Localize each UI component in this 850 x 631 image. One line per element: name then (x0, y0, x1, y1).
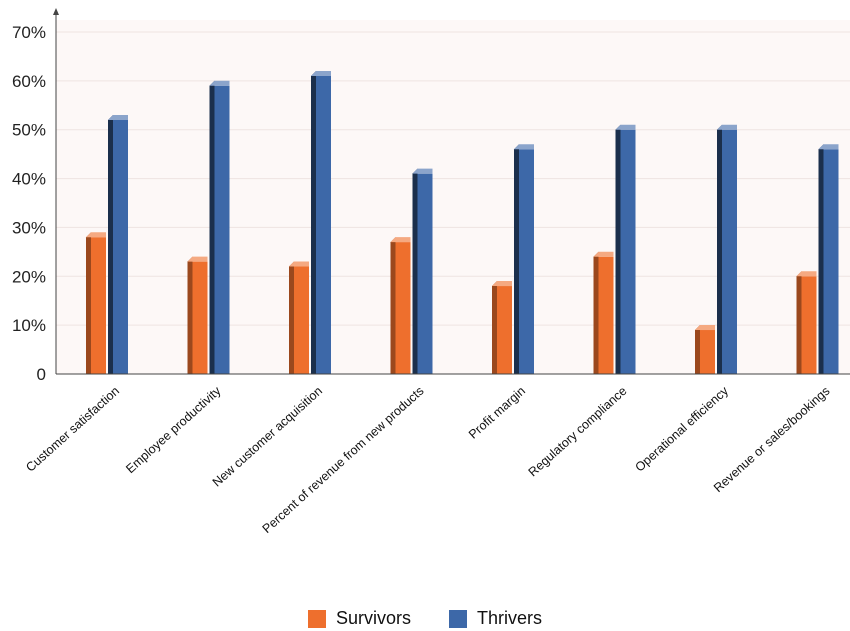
bar-chart: 0 10% 20% 30% 40% 50% 60% 70% Customer satisfac… (12, 8, 850, 536)
bar-survivors (187, 256, 208, 374)
bar-side (695, 325, 700, 374)
bar-side (593, 251, 599, 374)
x-tick-label: Employee productivity (123, 383, 224, 476)
bar-side (818, 144, 824, 374)
bar-thrivers (818, 144, 839, 374)
bar-top (289, 261, 309, 267)
x-tick-label: New customer acquisition (210, 384, 325, 490)
bar-side (717, 124, 722, 374)
bar-top (390, 237, 411, 243)
bar-front (700, 330, 715, 374)
y-tick-label: 30% (12, 218, 46, 237)
legend-swatch (307, 609, 326, 628)
bar-thrivers (514, 144, 534, 374)
bar-front (497, 286, 512, 374)
x-tick-label: Revenue or sales/bookings (711, 384, 832, 495)
bar-front (91, 237, 106, 374)
bar-front (113, 119, 128, 374)
bar-survivors (86, 232, 106, 374)
bar-top (796, 271, 817, 277)
bar-thrivers (108, 114, 128, 374)
bar-top (593, 251, 614, 257)
bar-side (514, 144, 519, 374)
bar-top (717, 124, 737, 130)
bar-side (289, 261, 294, 374)
bar-front (294, 266, 309, 374)
bar-front (316, 75, 331, 374)
bar-side (615, 124, 621, 374)
bar-side (412, 168, 418, 374)
y-tick-label: 20% (12, 267, 46, 286)
bar-front (598, 256, 614, 374)
y-tick-labels: 0 10% 20% 30% 40% 50% 60% 70% (12, 23, 46, 384)
legend: Survivors Thrivers (0, 608, 850, 629)
bar-side (311, 70, 316, 374)
bar-thrivers (209, 80, 230, 374)
bar-front (395, 242, 411, 374)
bar-side (108, 114, 113, 374)
bar-front (214, 85, 230, 374)
bar-top (412, 168, 433, 174)
bar-side (209, 80, 215, 374)
y-tick-label: 50% (12, 121, 46, 140)
bar-top (492, 281, 512, 287)
x-tick-labels: Customer satisfaction Employee productivi… (23, 383, 832, 536)
bar-top (615, 124, 636, 130)
y-tick-label: 40% (12, 170, 46, 189)
bar-top (311, 70, 331, 76)
bar-top (209, 80, 230, 86)
x-tick-label: Customer satisfaction (23, 384, 122, 475)
bar-top (86, 232, 106, 238)
y-tick-label: 10% (12, 316, 46, 335)
bar-thrivers (311, 70, 331, 374)
bar-survivors (390, 237, 411, 374)
y-tick-label: 0 (37, 365, 46, 384)
x-tick-label: Regulatory compliance (526, 384, 630, 480)
bar-top (695, 325, 715, 331)
bars (86, 70, 839, 374)
bar-thrivers (615, 124, 636, 374)
bar-survivors (289, 261, 309, 374)
bar-front (801, 276, 817, 374)
bar-front (192, 261, 208, 374)
bar-side (390, 237, 396, 374)
y-tick-label: 70% (12, 23, 46, 42)
x-tick-label: Operational efficiency (632, 383, 731, 474)
y-axis-arrow (53, 8, 59, 15)
legend-label: Survivors (335, 608, 411, 628)
bar-thrivers (412, 168, 433, 374)
bar-survivors (796, 271, 817, 374)
bar-side (796, 271, 802, 374)
bar-survivors (593, 251, 614, 374)
bar-side (492, 281, 497, 374)
bar-side (86, 232, 91, 374)
x-tick-label: Profit margin (466, 384, 528, 442)
bar-front (519, 149, 534, 374)
x-tick-label: Percent of revenue from new products (260, 384, 427, 536)
legend-label: Thrivers (477, 608, 543, 628)
bar-front (417, 173, 433, 374)
bar-front (823, 149, 839, 374)
bar-survivors (492, 281, 512, 374)
bar-top (187, 256, 208, 262)
bar-survivors (695, 325, 715, 374)
bar-front (620, 129, 636, 374)
legend-swatch (449, 609, 467, 628)
bar-side (187, 256, 193, 374)
bar-top (108, 114, 128, 120)
legend-item-survivors: Survivors (307, 608, 411, 629)
bar-thrivers (717, 124, 737, 374)
bar-top (514, 144, 534, 150)
legend-item-thrivers: Thrivers (449, 608, 542, 629)
bar-top (818, 144, 839, 150)
y-tick-label: 60% (12, 72, 46, 91)
bar-front (722, 129, 737, 374)
